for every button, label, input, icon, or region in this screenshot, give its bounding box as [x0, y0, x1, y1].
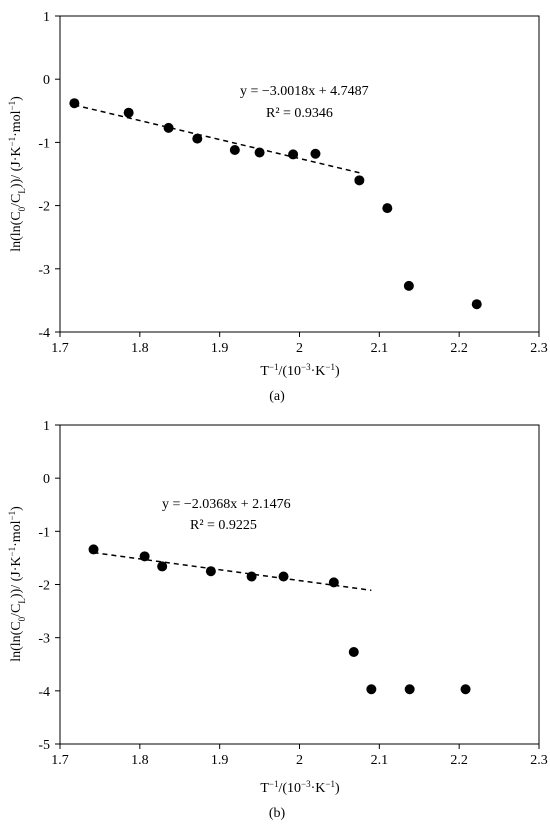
trendline	[74, 104, 360, 174]
data-point	[328, 577, 339, 588]
data-point	[460, 684, 471, 695]
x-tick-label: 2.3	[530, 341, 548, 356]
data-point	[163, 122, 174, 133]
y-axis-label: ln(ln(C0/CL))/ (J·K−1·mol−1)	[7, 96, 27, 252]
r-squared: R² = 0.9346	[266, 106, 333, 121]
y-tick-label: -3	[38, 263, 50, 278]
y-tick-label: -2	[38, 579, 50, 594]
y-tick-label: -4	[38, 326, 50, 341]
plot-area-frame	[59, 15, 540, 333]
data-point	[123, 107, 134, 118]
y-tick-label: -2	[38, 200, 50, 215]
x-tick-label: 1.8	[131, 341, 149, 356]
data-point	[278, 571, 289, 582]
data-point	[348, 647, 359, 658]
chart-panel-b: 1.7 1.8 1.9 2 2.1 2.2 2.3 1 0 -1 -2 -3 -4 -5 y = −2.0…	[7, 419, 548, 821]
y-axis-label: ln(ln(C0/CL))/ (J·K−1·mol−1)	[7, 506, 27, 662]
y-tick-label: -1	[38, 136, 50, 151]
x-tick-label: 2	[296, 341, 303, 356]
trendline-group	[93, 551, 372, 592]
trendline	[93, 551, 372, 592]
data-point	[88, 544, 99, 555]
plot-area-frame	[59, 424, 540, 745]
data-points	[69, 98, 482, 310]
data-point	[254, 147, 265, 158]
data-point	[403, 280, 414, 291]
x-tick-label: 2.1	[371, 753, 389, 768]
x-tick-label: 2.3	[530, 753, 548, 768]
data-point	[69, 98, 80, 109]
panel-label: (b)	[269, 806, 286, 821]
data-point	[471, 299, 482, 310]
data-point	[366, 684, 377, 695]
trendline-equation: y = −3.0018x + 4.7487	[240, 84, 369, 99]
x-tick-label: 1.7	[51, 753, 69, 768]
data-point	[288, 149, 299, 160]
data-point	[382, 203, 393, 214]
data-point	[310, 148, 321, 159]
trendline-equation: y = −2.0368x + 2.1476	[162, 497, 291, 512]
trendline-group	[74, 104, 360, 174]
x-tick-label: 2.2	[450, 341, 468, 356]
y-tick-label: 0	[43, 472, 50, 487]
x-tick-label: 1.8	[131, 753, 149, 768]
x-tick-label: 2.1	[371, 341, 389, 356]
y-tick-label: -4	[38, 685, 50, 700]
data-point	[229, 144, 240, 155]
data-point	[192, 133, 203, 144]
data-points	[88, 544, 471, 695]
x-tick-label: 2.2	[450, 753, 468, 768]
x-axis-label: T−1/(10−3·K−1)	[260, 779, 340, 796]
data-point	[157, 561, 168, 572]
x-axis-label: T−1/(10−3·K−1)	[260, 362, 340, 379]
axis-ticks: 1.7 1.8 1.9 2 2.1 2.2 2.3 1 0 -1 -2 -3 -4 -5	[38, 419, 547, 768]
data-point	[205, 566, 216, 577]
data-point	[139, 551, 150, 562]
y-tick-label: -3	[38, 632, 50, 647]
axis-ticks: 1.7 1.8 1.9 2 2.1 2.2 2.3 1 0 -1 -2 -3 -4	[38, 10, 547, 356]
data-point	[354, 175, 365, 186]
y-tick-label: -1	[38, 525, 50, 540]
r-squared: R² = 0.9225	[190, 518, 257, 533]
x-tick-label: 1.9	[211, 753, 229, 768]
y-tick-label: 1	[43, 419, 50, 434]
x-tick-label: 1.7	[51, 341, 69, 356]
x-tick-label: 1.9	[211, 341, 229, 356]
data-point	[404, 684, 415, 695]
panel-label: (a)	[269, 389, 285, 404]
x-tick-label: 2	[296, 753, 303, 768]
y-tick-label: -5	[38, 738, 50, 753]
chart-panel-a: 1.7 1.8 1.9 2 2.1 2.2 2.3 1 0 -1 -2 -3 -4 y = −3.001…	[7, 10, 548, 404]
y-tick-label: 0	[43, 73, 50, 88]
data-point	[246, 571, 257, 582]
y-tick-label: 1	[43, 10, 50, 25]
